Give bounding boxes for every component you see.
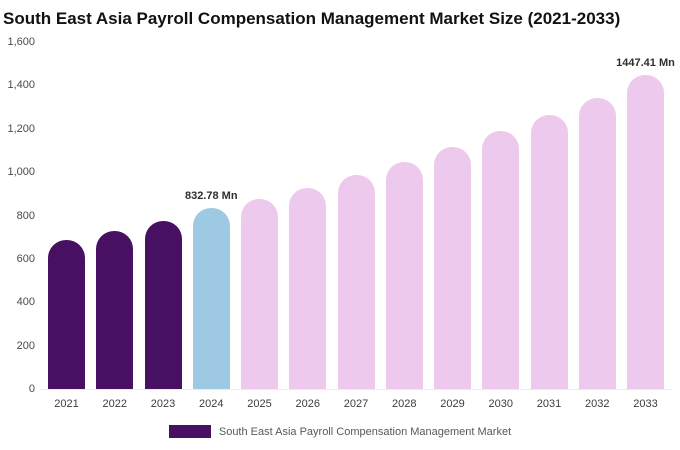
x-tick-label: 2028 — [392, 398, 417, 410]
bar-2031 — [530, 115, 568, 389]
y-tick-label: 600 — [16, 252, 35, 265]
legend-swatch — [168, 425, 211, 438]
bar-2023 — [144, 220, 182, 389]
x-tick-label: 2029 — [440, 398, 465, 410]
y-tick-label: 800 — [16, 209, 35, 222]
y-tick-label: 1,000 — [7, 166, 35, 179]
chart-title: South East Asia Payroll Compensation Man… — [3, 9, 621, 28]
y-tick-label: 1,200 — [7, 122, 35, 135]
bar-2025 — [241, 199, 278, 389]
x-tick-label: 2030 — [488, 398, 513, 410]
y-tick-label: 1,600 — [7, 36, 35, 48]
x-tick-label: 2022 — [102, 398, 127, 410]
bar-2024: 832.78 Mn — [185, 190, 238, 389]
plot-area: 832.78 Mn 1447.41 Mn — [40, 43, 675, 390]
legend: South East Asia Payroll Compensation Man… — [0, 425, 680, 438]
x-tick-label: 2023 — [150, 398, 176, 410]
bar-2030 — [482, 130, 520, 389]
bar-value-label: 832.78 Mn — [184, 190, 238, 203]
x-tick-label: 2024 — [199, 398, 224, 410]
bar-2028 — [385, 161, 423, 389]
y-axis: 0 200 400 600 800 1,000 1,200 1,400 1,600 — [0, 36, 35, 395]
y-tick-label: 400 — [16, 296, 35, 309]
x-tick-label: 2031 — [536, 398, 562, 410]
bar-2029 — [434, 147, 471, 389]
x-tick-label: 2025 — [247, 398, 272, 410]
y-tick-label: 1,400 — [7, 79, 35, 92]
bar-2033: 1447.41 Mn — [616, 57, 675, 389]
x-tick-label: 2021 — [54, 398, 79, 410]
y-tick-label: 200 — [16, 339, 35, 352]
x-tick-label: 2027 — [343, 398, 369, 410]
bar-2027 — [337, 175, 375, 389]
bar-2032 — [578, 98, 616, 389]
x-axis: 2021 2022 2023 2024 2025 2026 2027 2028 2029 2030… — [40, 398, 672, 410]
legend-label: South East Asia Payroll Compensation Man… — [218, 425, 512, 438]
bar-2021 — [48, 240, 85, 389]
bar-2022 — [96, 230, 134, 389]
bar-value-label: 1447.41 Mn — [616, 57, 675, 70]
x-tick-label: 2033 — [633, 398, 658, 410]
y-tick-label: 0 — [28, 383, 35, 395]
bar-2026 — [289, 187, 327, 389]
x-tick-label: 2032 — [585, 398, 610, 410]
x-tick-label: 2026 — [295, 398, 320, 410]
